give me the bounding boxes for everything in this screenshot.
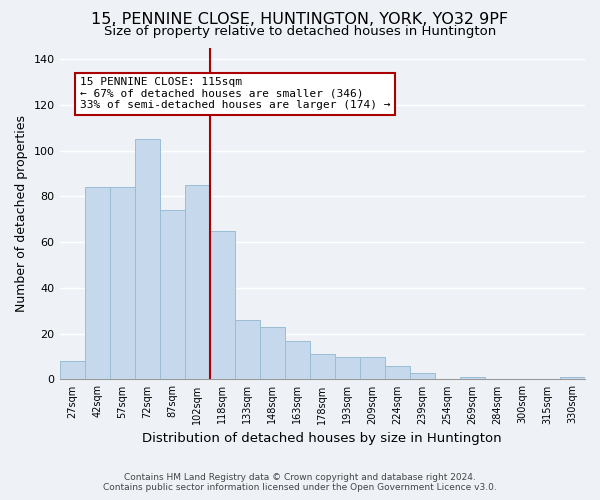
Bar bbox=[335, 356, 360, 380]
Bar bbox=[360, 356, 385, 380]
Bar bbox=[235, 320, 260, 380]
Y-axis label: Number of detached properties: Number of detached properties bbox=[15, 115, 28, 312]
Bar bbox=[285, 340, 310, 380]
Text: Contains HM Land Registry data © Crown copyright and database right 2024.
Contai: Contains HM Land Registry data © Crown c… bbox=[103, 473, 497, 492]
Bar bbox=[185, 185, 209, 380]
Bar bbox=[59, 361, 85, 380]
Bar bbox=[460, 377, 485, 380]
Text: 15, PENNINE CLOSE, HUNTINGTON, YORK, YO32 9PF: 15, PENNINE CLOSE, HUNTINGTON, YORK, YO3… bbox=[91, 12, 509, 28]
Bar bbox=[134, 139, 160, 380]
Text: Size of property relative to detached houses in Huntington: Size of property relative to detached ho… bbox=[104, 25, 496, 38]
Bar bbox=[110, 187, 134, 380]
Bar bbox=[209, 230, 235, 380]
X-axis label: Distribution of detached houses by size in Huntington: Distribution of detached houses by size … bbox=[142, 432, 502, 445]
Bar bbox=[85, 187, 110, 380]
Text: 15 PENNINE CLOSE: 115sqm
← 67% of detached houses are smaller (346)
33% of semi-: 15 PENNINE CLOSE: 115sqm ← 67% of detach… bbox=[80, 78, 390, 110]
Bar bbox=[560, 377, 585, 380]
Bar bbox=[260, 327, 285, 380]
Bar bbox=[310, 354, 335, 380]
Bar bbox=[410, 372, 435, 380]
Bar bbox=[385, 366, 410, 380]
Bar bbox=[160, 210, 185, 380]
